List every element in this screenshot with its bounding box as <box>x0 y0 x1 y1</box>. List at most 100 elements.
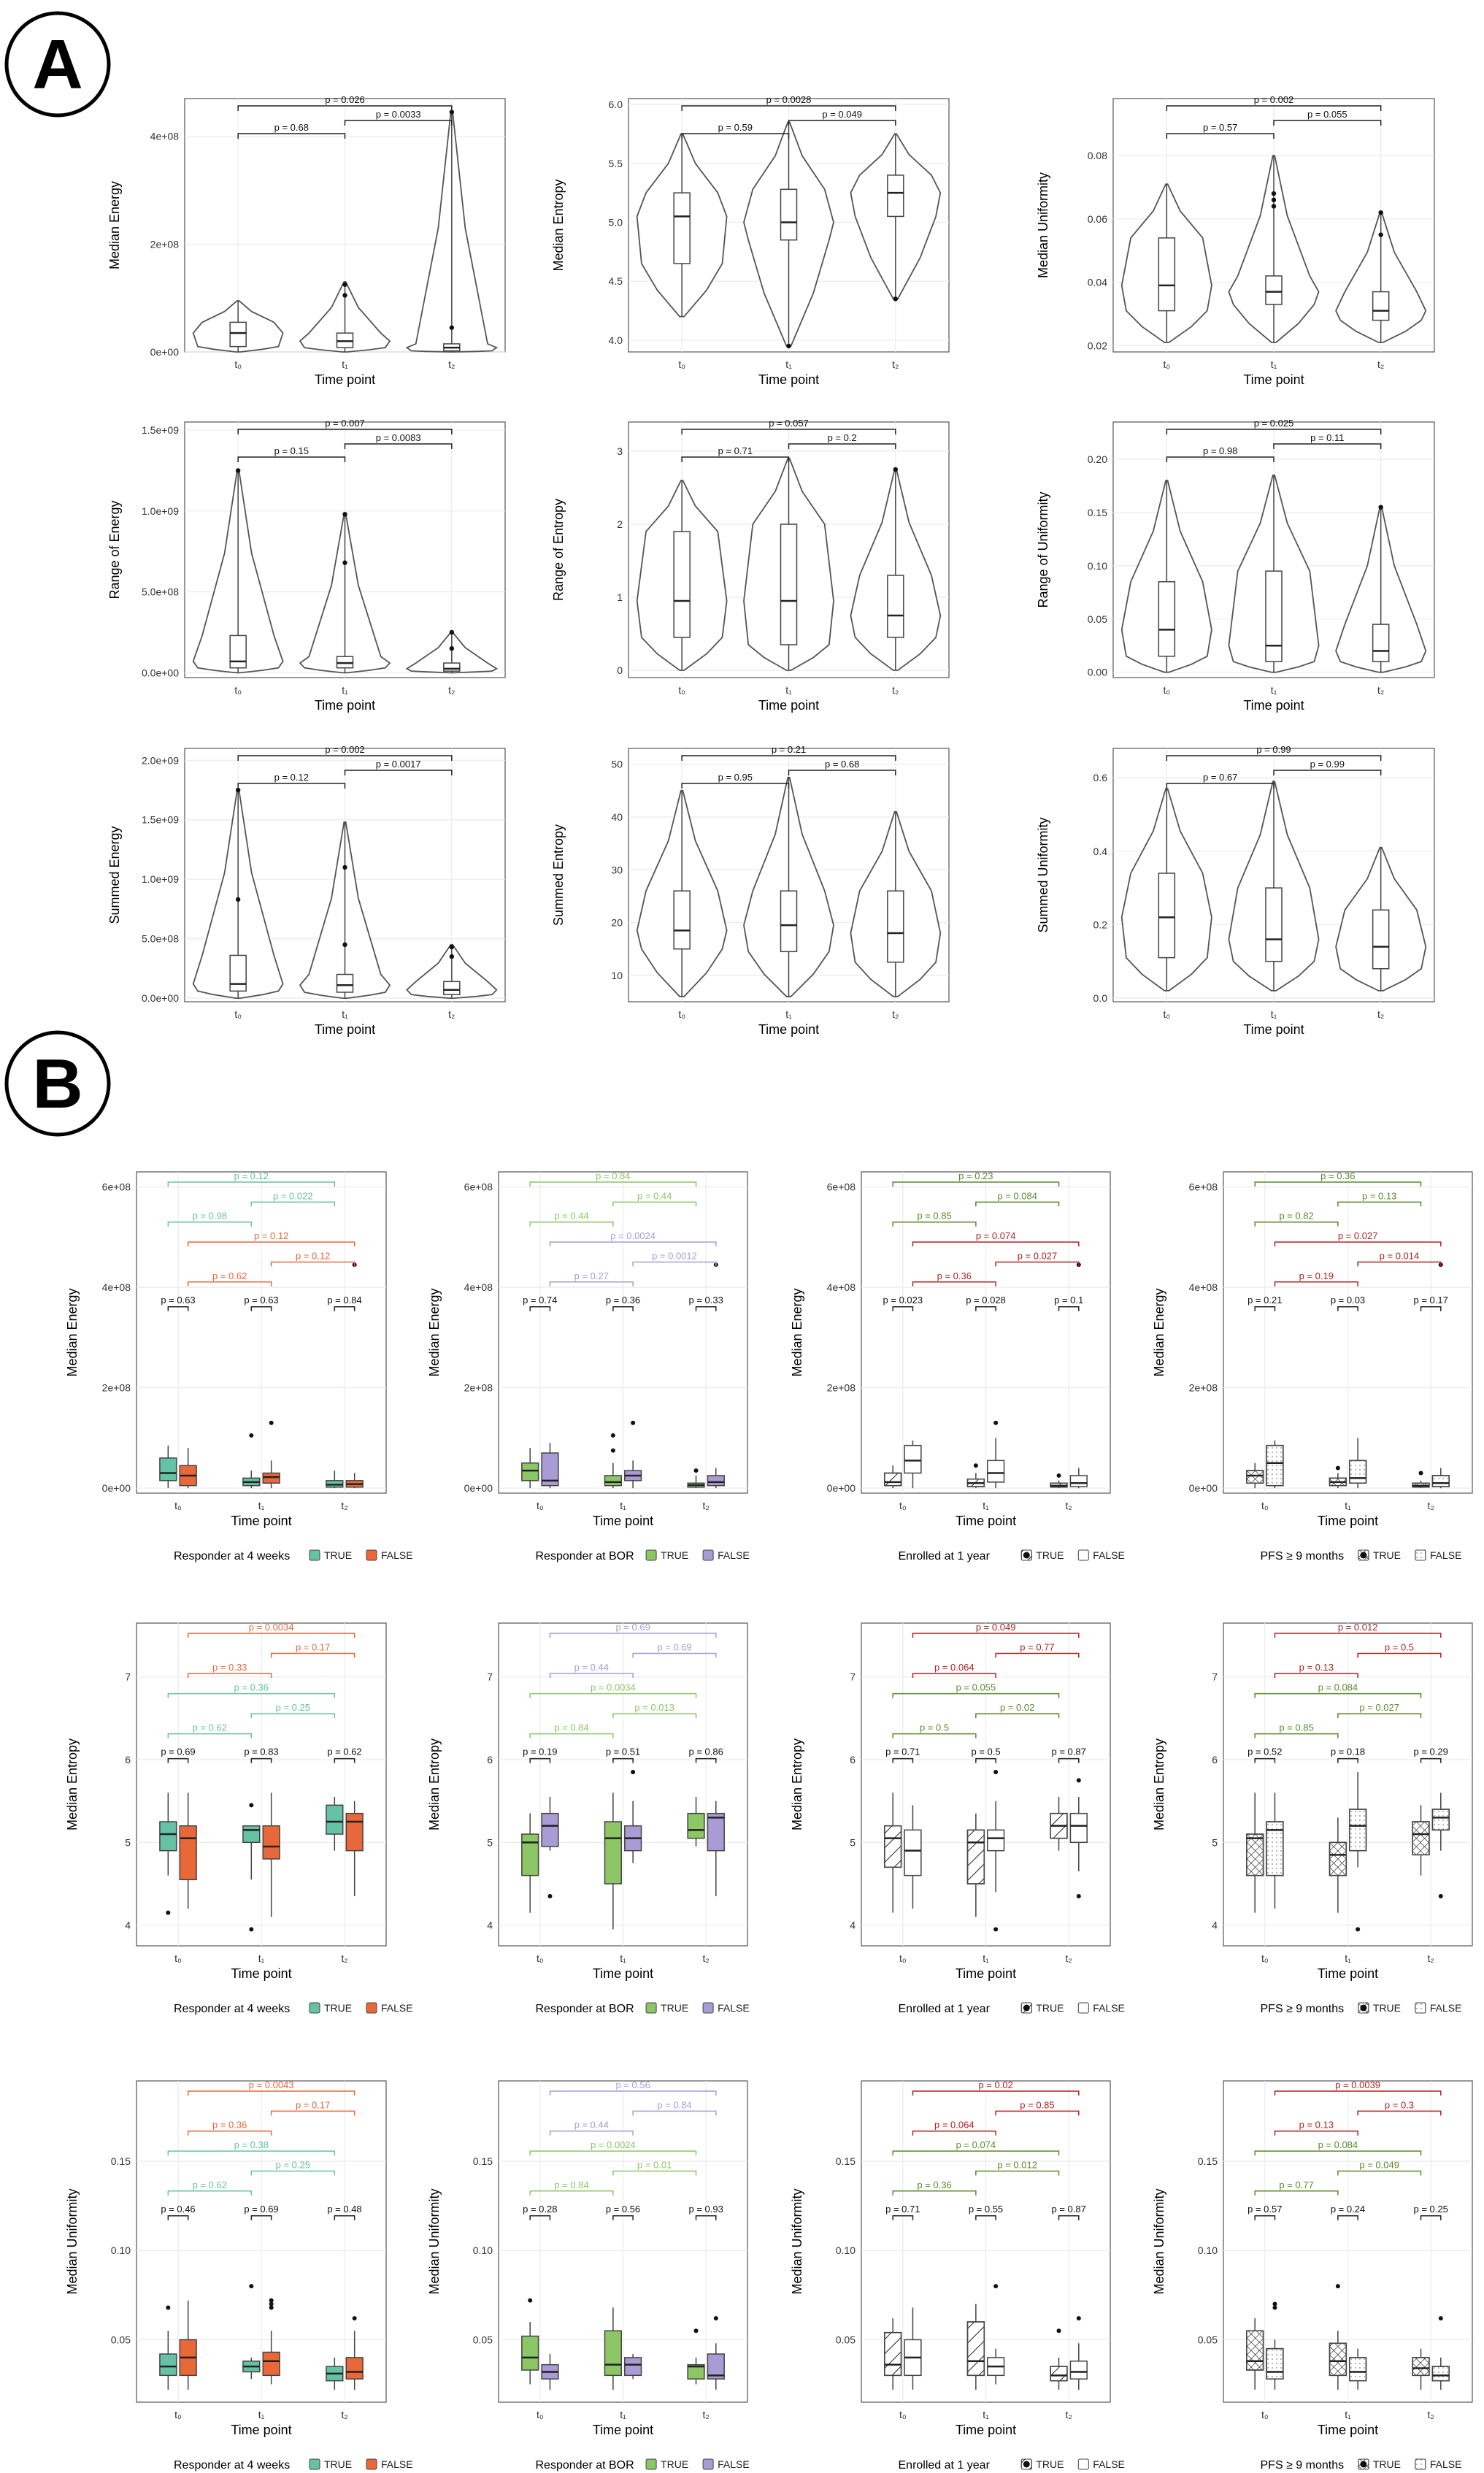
x-tick-label: t₀ <box>234 684 242 696</box>
x-tick-label: t₀ <box>899 1952 907 1964</box>
y-axis-title: Summed Entropy <box>551 824 566 926</box>
p-value-label: p = 0.049 <box>1359 2159 1399 2170</box>
y-tick-label: 0.06 <box>1088 213 1107 225</box>
outlier-point <box>1056 2328 1061 2334</box>
x-tick-label: t₂ <box>892 1008 899 1020</box>
significance-bracket <box>1166 456 1275 462</box>
within-p-label: p = 0.29 <box>1413 1747 1448 1757</box>
within-p-label: p = 0.63 <box>244 1295 278 1305</box>
significance-bracket <box>892 1181 1060 1186</box>
y-tick-label: 0.05 <box>1198 2334 1218 2345</box>
y-tick-label: 6e+08 <box>827 1181 856 1193</box>
p-value-label: p = 0.84 <box>596 1170 630 1181</box>
p-value-label: p = 0.67 <box>1203 772 1237 783</box>
x-axis-title: Time point <box>1318 1966 1378 1981</box>
legend-key <box>309 1549 320 1561</box>
p-value-label: p = 0.36 <box>917 2179 951 2190</box>
x-tick-label: t₂ <box>1066 2409 1072 2420</box>
x-tick-label: t₁ <box>1271 359 1277 370</box>
legend-title: Enrolled at 1 year <box>899 2459 991 2472</box>
box <box>1158 581 1176 657</box>
outlier-point <box>342 512 347 517</box>
within-bracket <box>1420 1306 1442 1311</box>
y-tick-label: 6 <box>1212 1754 1218 1765</box>
x-tick-label: t₁ <box>1271 1008 1277 1020</box>
p-value-label: p = 0.85 <box>1279 1722 1313 1733</box>
x-tick-label: t₁ <box>620 1952 626 1964</box>
significance-bracket <box>344 120 453 126</box>
legend-label: TRUE <box>324 2002 352 2014</box>
box-pattern <box>1266 1821 1284 1876</box>
significance-bracket <box>912 1281 996 1287</box>
x-tick-label: t₁ <box>1345 1952 1351 1964</box>
legend-key-dot <box>1023 1552 1030 1559</box>
significance-bracket <box>1337 2170 1422 2176</box>
outlier-point <box>1378 232 1383 237</box>
x-tick-label: t₀ <box>1163 684 1170 696</box>
legend-label: FALSE <box>718 2458 750 2470</box>
significance-bracket <box>529 2190 614 2196</box>
legend-title: Responder at BOR <box>536 2003 634 2015</box>
outlier-point <box>249 1433 254 1438</box>
y-axis-title: Median Uniformity <box>790 2188 804 2294</box>
p-value-label: p = 0.012 <box>997 2159 1037 2170</box>
legend-key-dot <box>1023 2461 1030 2468</box>
outlier-point <box>1272 2305 1277 2310</box>
box <box>345 1812 364 1852</box>
legend-title: Enrolled at 1 year <box>899 1550 991 1563</box>
significance-bracket <box>1166 133 1275 139</box>
outlier-point <box>993 1420 999 1425</box>
y-tick-label: 0.0 <box>1093 992 1108 1004</box>
significance-bracket <box>1166 429 1382 434</box>
outlier-point <box>235 468 241 473</box>
significance-bracket <box>167 1181 336 1186</box>
p-value-label: p = 0.002 <box>1254 94 1294 105</box>
box-pattern <box>1050 2366 1068 2382</box>
legend-label: FALSE <box>718 1549 750 1561</box>
box-pattern <box>1431 1809 1450 1831</box>
within-p-label: p = 0.74 <box>523 1295 557 1305</box>
y-tick-label: 4 <box>1212 1920 1218 1931</box>
p-value-label: p = 0.84 <box>657 2099 691 2110</box>
y-tick-label: 0e+00 <box>464 1482 493 1494</box>
y-tick-label: 7 <box>850 1671 856 1683</box>
significance-bracket <box>1274 1241 1442 1247</box>
x-axis-title: Time point <box>758 372 819 387</box>
significance-bracket <box>681 755 896 761</box>
significance-bracket <box>788 443 896 449</box>
outlier-point <box>631 1420 636 1425</box>
legend-label: TRUE <box>661 2458 688 2470</box>
legend-title: Responder at BOR <box>536 2459 634 2472</box>
box <box>1069 2361 1088 2380</box>
significance-bracket <box>788 120 896 126</box>
x-tick-label: t₂ <box>703 2409 710 2420</box>
legend-key-dot <box>1360 2461 1367 2468</box>
within-bracket <box>334 2215 355 2220</box>
significance-bracket <box>250 1713 336 1719</box>
x-tick-label: t₀ <box>174 2409 182 2420</box>
p-value-label: p = 0.23 <box>958 1170 993 1181</box>
y-tick-label: 5.5 <box>609 158 623 169</box>
within-bracket <box>1254 1757 1276 1763</box>
p-value-label: p = 0.0017 <box>376 759 421 770</box>
chart-A8: 10 20 30 40 50 t₀ t₁ t₂ Time point Summed Entropy… <box>551 744 950 1037</box>
y-tick-label: 1 <box>617 591 623 603</box>
p-value-label: p = 0.11 <box>1310 432 1344 443</box>
p-value-label: p = 0.36 <box>1320 1170 1355 1181</box>
significance-bracket <box>167 1221 253 1227</box>
p-value-label: p = 0.25 <box>276 1702 310 1713</box>
y-tick-label: 0e+00 <box>827 1482 856 1494</box>
y-tick-label: 1.0e+09 <box>142 873 179 885</box>
outlier-point <box>352 2316 357 2321</box>
x-tick-label: t₀ <box>234 1008 242 1020</box>
p-value-label: p = 0.15 <box>274 445 309 456</box>
chart-A3: 0.02 0.04 0.06 0.08 t₀ t₁ t₂ Time point Median U… <box>1036 94 1435 387</box>
within-bracket <box>612 2215 634 2220</box>
p-value-label: p = 0.074 <box>976 1230 1016 1241</box>
p-value-label: p = 0.084 <box>997 1190 1037 1201</box>
legend-label: TRUE <box>1373 2458 1401 2470</box>
x-tick-label: t₁ <box>785 359 792 370</box>
within-bracket <box>250 2215 272 2220</box>
significance-bracket <box>892 1692 1060 1698</box>
within-bracket <box>250 1757 272 1763</box>
